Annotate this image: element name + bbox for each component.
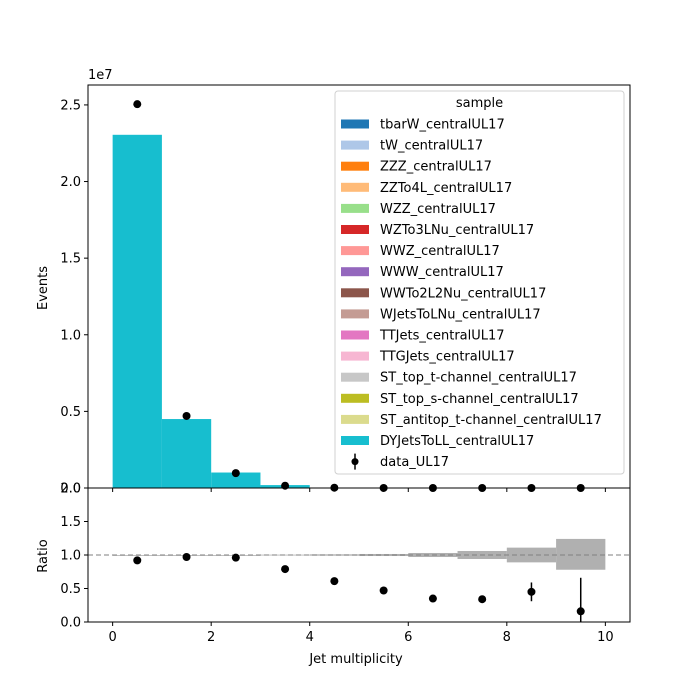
legend-entry-label: ZZTo4L_centralUL17 — [380, 181, 512, 196]
main-y-tick-label: 1.5 — [60, 252, 81, 267]
data-point — [182, 411, 191, 420]
legend-swatch — [341, 330, 369, 340]
legend-swatch — [341, 119, 369, 129]
legend-swatch — [341, 246, 369, 256]
ratio-y-axis-label: Ratio — [36, 539, 51, 572]
ratio-x-tick-label: 4 — [306, 630, 314, 645]
ratio-x-tick-label: 8 — [503, 630, 511, 645]
legend-title: sample — [456, 96, 503, 111]
legend-swatch — [341, 436, 369, 445]
main-y-axis-label: Events — [36, 266, 51, 310]
legend-entry-label: WWW_centralUL17 — [380, 265, 504, 280]
ratio-point — [231, 553, 240, 562]
legend-entry-label: ST_top_t-channel_centralUL17 — [380, 371, 577, 386]
ratio-point — [182, 553, 191, 562]
uncertainty-band-bin — [260, 554, 310, 556]
ratio-x-tick-label: 0 — [108, 630, 116, 645]
legend-entry-label: ZZZ_centralUL17 — [380, 160, 492, 175]
legend-swatch — [341, 393, 369, 403]
legend-entry-label: WJetsToLNu_centralUL17 — [380, 307, 541, 322]
stack-bar-15-bin-2 — [211, 472, 261, 488]
legend-frame — [334, 90, 625, 475]
ratio-y-tick-label: 0.5 — [60, 582, 81, 597]
legend-data-marker — [351, 458, 359, 466]
legend-entry-label: DYJetsToLL_centralUL17 — [380, 434, 534, 449]
x-axis-label: Jet multiplicity — [308, 652, 403, 667]
legend-entry-label: ST_antitop_t-channel_centralUL17 — [380, 413, 602, 428]
legend-entry-label: TTJets_centralUL17 — [379, 329, 505, 344]
ratio-point — [428, 594, 437, 603]
legend-swatch — [341, 140, 369, 150]
uncertainty-band-bin — [556, 538, 606, 570]
uncertainty-band-bin — [359, 553, 409, 557]
main-y-tick-label: 2.5 — [60, 98, 81, 113]
ratio-plot-area: 0.0 0.5 1.0 1.5 2.0 0 2 4 6 8 10 — [60, 482, 631, 645]
legend-swatch — [341, 414, 369, 424]
legend-entry-label: tW_centralUL17 — [380, 139, 483, 154]
ratio-point — [576, 607, 585, 616]
legend-entry-label: ST_top_s-channel_centralUL17 — [380, 392, 579, 407]
ratio-point — [330, 577, 339, 586]
legend-entry-label: data_UL17 — [380, 455, 449, 470]
legend-swatch — [341, 288, 369, 298]
data-point — [231, 469, 240, 478]
data-point — [133, 100, 142, 109]
legend-entry-label: tbarW_centralUL17 — [380, 118, 505, 133]
ratio-x-tick-label: 10 — [597, 630, 614, 645]
ratio-point — [478, 595, 487, 604]
main-y-tick-label: 0.0 — [60, 482, 81, 497]
main-y-tick-label: 2.0 — [60, 175, 81, 190]
ratio-y-tick-label: 1.0 — [60, 549, 81, 564]
ratio-y-tick-label: 0.0 — [60, 616, 81, 631]
legend-swatch — [341, 372, 369, 382]
legend-entry-label: WZTo3LNu_centralUL17 — [380, 223, 534, 238]
main-plot-area: 0.0 0.5 1.0 1.5 2.0 2.5 — [60, 84, 631, 497]
legend-entry-label: WZZ_centralUL17 — [380, 202, 496, 217]
ratio-point — [133, 556, 142, 565]
legend-entry-label: TTGJets_centralUL17 — [379, 350, 515, 365]
legend-swatch — [341, 225, 369, 234]
legend-swatch — [341, 351, 369, 361]
stack-bar-15-bin-1 — [161, 419, 212, 488]
ratio-point — [527, 587, 536, 596]
legend-swatch — [341, 182, 369, 192]
uncertainty-band-bin — [309, 554, 359, 556]
main-y-tick-label: 1.0 — [60, 328, 81, 343]
legend-entry-label: WWZ_centralUL17 — [380, 244, 500, 259]
ratio-y-tick-label: 2.0 — [60, 482, 81, 497]
main-y-multiplier: 1e7 — [88, 68, 113, 83]
legend-swatch — [341, 203, 369, 213]
data-point — [281, 481, 290, 490]
ratio-y-tick-label: 1.5 — [60, 515, 81, 530]
legend-swatch — [341, 161, 369, 171]
ratio-x-tick-label: 2 — [207, 630, 215, 645]
legend-swatch — [341, 309, 369, 319]
legend-swatch — [341, 267, 369, 277]
ratio-point — [281, 565, 290, 574]
legend: sample tbarW_centralUL17 tW_centralUL17 ZZZ… — [334, 90, 625, 475]
main-y-tick-label: 0.5 — [60, 405, 81, 420]
stack-bar-15-bin-0 — [112, 134, 162, 488]
ratio-x-tick-label: 6 — [404, 630, 412, 645]
ratio-point — [379, 586, 388, 595]
legend-entry-label: WWTo2L2Nu_centralUL17 — [380, 286, 546, 301]
